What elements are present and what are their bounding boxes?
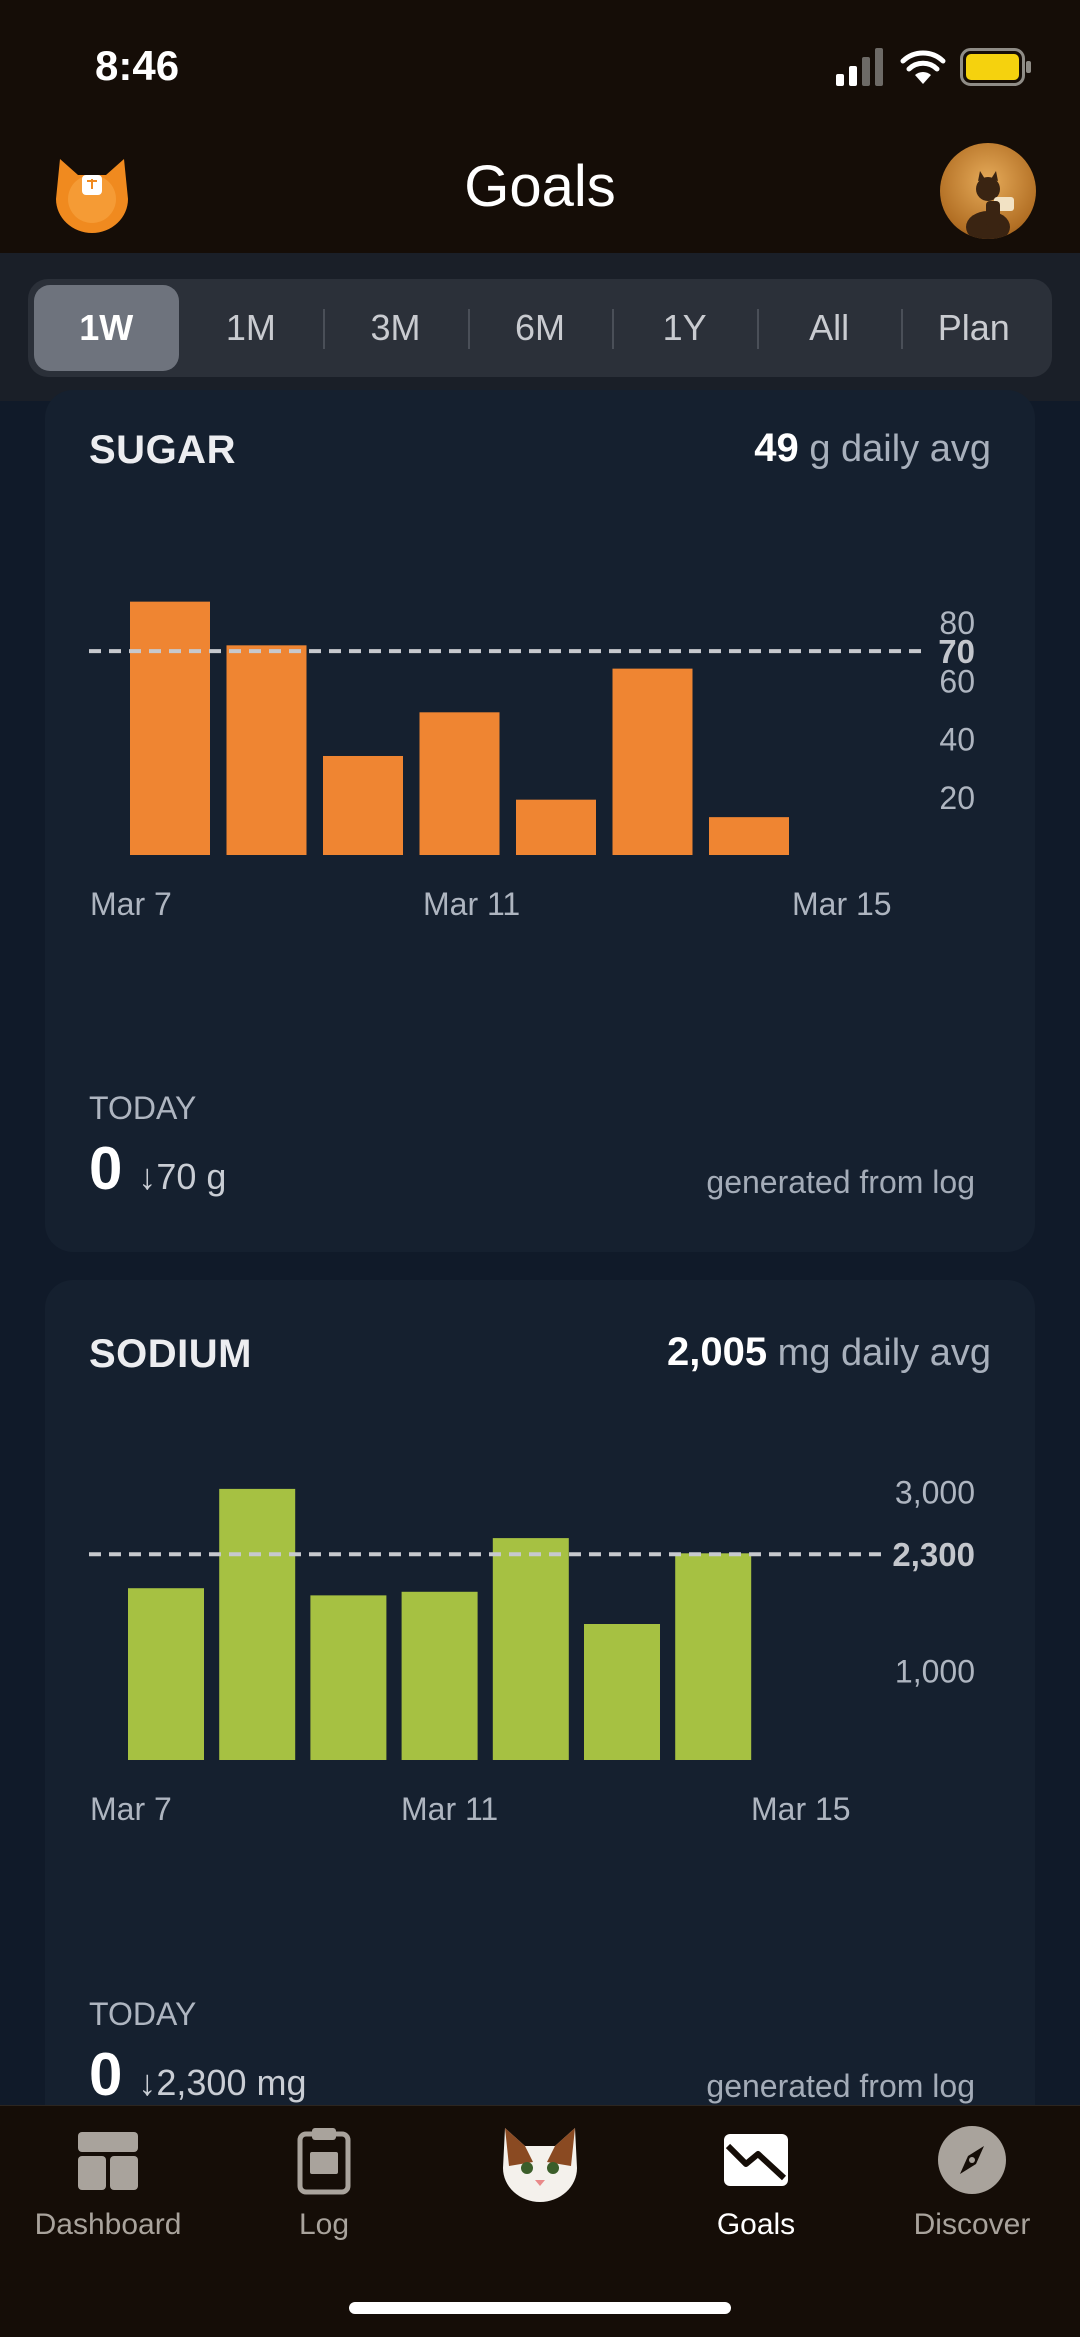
tab-discover[interactable]: Discover	[864, 2124, 1080, 2242]
tab-label: Goals	[716, 2208, 796, 2241]
daily-average: 2,005 mg daily avg	[667, 1330, 991, 1375]
clipboard-icon	[297, 2128, 351, 2195]
x-tick-label: Mar 7	[90, 886, 172, 922]
range-option-1w[interactable]: 1W	[34, 285, 179, 371]
tab-goals[interactable]: Goals	[648, 2124, 864, 2242]
y-tick-label: 80	[939, 605, 975, 641]
today-value: 0	[89, 2041, 123, 2108]
x-tick-label: Mar 11	[401, 1791, 498, 1827]
y-tick-label: 1,000	[895, 1654, 975, 1690]
range-option-plan[interactable]: Plan	[901, 285, 1046, 371]
bottom-tab-bar: Dashboard Log Goals D	[0, 2105, 1080, 2337]
sodium-bar-chart: 3,000 1,000 2,300 Mar 7 Mar 11 Mar 15	[89, 1475, 975, 1827]
tab-center-cat[interactable]	[432, 2124, 648, 2220]
daily-average-value: 2,005	[667, 1330, 768, 1374]
today-value: 0	[89, 1135, 123, 1202]
today-value-row: 0 ↓2,300 mg	[89, 2040, 306, 2109]
today-label: TODAY	[89, 1090, 197, 1126]
daily-average-unit: g daily avg	[809, 428, 991, 470]
bar[interactable]	[675, 1553, 752, 1760]
bar[interactable]	[310, 1595, 387, 1760]
goal-label: 70	[938, 633, 975, 670]
bar[interactable]	[516, 799, 596, 855]
goals-chart-icon	[724, 2134, 788, 2186]
daily-average-unit: mg daily avg	[777, 1332, 991, 1374]
card-title: SUGAR	[89, 428, 236, 472]
compass-icon	[938, 2126, 1006, 2194]
bar[interactable]	[401, 1591, 478, 1760]
today-label: TODAY	[89, 1996, 197, 2032]
app-header: Goals	[0, 125, 1080, 253]
today-goal: ↓2,300 mg	[138, 2062, 307, 2103]
sugar-bar-chart: 80 60 40 20 70 Mar 7 Mar 11 Mar 15	[89, 601, 975, 922]
cellular-signal-icon	[836, 48, 883, 86]
bar[interactable]	[419, 712, 500, 855]
bar[interactable]	[584, 1624, 660, 1760]
range-option-1m[interactable]: 1M	[225, 307, 276, 348]
generated-from-log-note: generated from log	[706, 2068, 975, 2104]
tab-log[interactable]: Log	[216, 2124, 432, 2242]
x-tick-label: Mar 11	[423, 886, 520, 922]
cat-face-icon	[503, 2128, 577, 2202]
tab-label: Dashboard	[34, 2208, 182, 2241]
goal-label: 2,300	[892, 1536, 975, 1573]
tab-dashboard[interactable]: Dashboard	[0, 2124, 216, 2242]
x-tick-label: Mar 15	[792, 886, 892, 922]
sodium-card[interactable]: SODIUM 2,005 mg daily avg 3,000 1,000 2,30…	[45, 1280, 1035, 2180]
range-segmented-control: 1W 1M 3M 6M 1Y All Plan	[28, 279, 1052, 377]
generated-from-log-note: generated from log	[706, 1164, 975, 1200]
bar[interactable]	[226, 645, 307, 855]
sugar-card[interactable]: SUGAR 49 g daily avg 80 60 40 20 70 Mar 7 Mar …	[45, 390, 1035, 1252]
card-title: SODIUM	[89, 1332, 252, 1376]
daily-average: 49 g daily avg	[754, 426, 991, 471]
y-tick-label: 60	[939, 663, 975, 699]
bar[interactable]	[709, 817, 789, 855]
range-option-all[interactable]: All	[756, 285, 902, 371]
today-goal: ↓70 g	[138, 1156, 227, 1197]
today-value-row: 0 ↓70 g	[89, 1134, 226, 1203]
range-option-6m[interactable]: 6M	[467, 285, 613, 371]
daily-average-value: 49	[754, 426, 799, 470]
cat-logo-icon[interactable]	[52, 155, 132, 235]
range-option-1y[interactable]: 1Y	[612, 285, 757, 371]
profile-picture-icon	[966, 171, 1014, 239]
x-tick-label: Mar 15	[751, 1791, 851, 1827]
dashboard-icon	[78, 2132, 138, 2190]
y-tick-label: 40	[939, 722, 975, 758]
range-option-3m[interactable]: 3M	[323, 285, 468, 371]
tab-label: Log	[298, 2208, 350, 2241]
status-time: 8:46	[95, 42, 180, 89]
bar[interactable]	[492, 1538, 569, 1760]
x-tick-label: Mar 7	[90, 1791, 172, 1827]
home-indicator[interactable]	[349, 2302, 731, 2314]
y-tick-label: 3,000	[895, 1475, 975, 1511]
range-selector-bar: 1W 1M 3M 6M 1Y All Plan	[0, 253, 1080, 401]
bar[interactable]	[219, 1488, 296, 1760]
bar[interactable]	[128, 1588, 204, 1760]
y-tick-label: 20	[939, 780, 975, 816]
tab-label: Discover	[913, 2208, 1031, 2241]
page-title: Goals	[464, 154, 616, 219]
status-bar: 8:46	[0, 0, 1080, 140]
battery-icon	[960, 48, 1031, 86]
bar[interactable]	[130, 601, 210, 855]
wifi-icon	[900, 50, 946, 84]
bar[interactable]	[323, 755, 403, 855]
bar[interactable]	[612, 668, 693, 855]
profile-avatar[interactable]	[940, 143, 1036, 239]
